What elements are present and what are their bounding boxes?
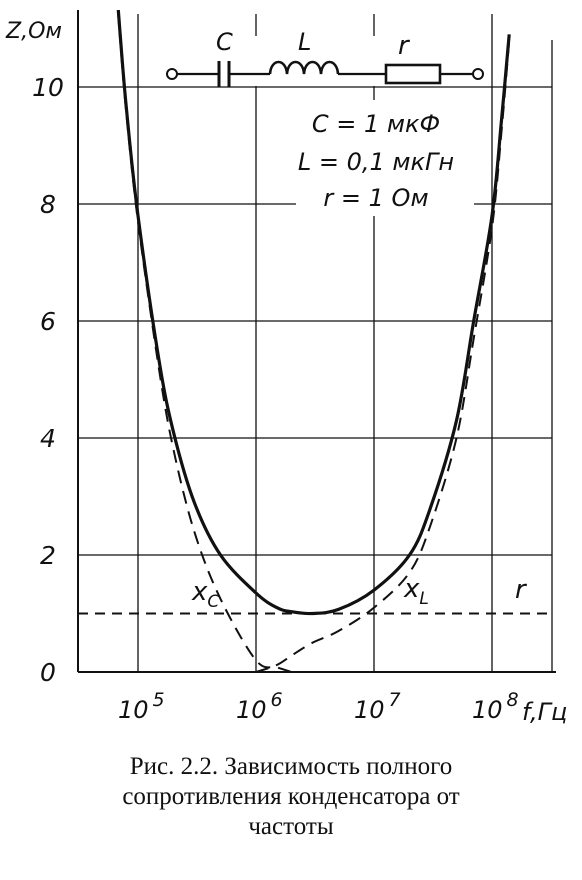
y-tick-label: 6	[40, 307, 56, 336]
x-axis-label: f,Гц	[522, 698, 567, 726]
curve-xl	[255, 40, 511, 672]
parameter-annotation: r = 1 Ом	[323, 184, 428, 212]
annotation-background	[296, 100, 474, 216]
curve-xc	[116, 10, 292, 672]
axes	[77, 10, 556, 673]
y-tick-label: 2	[40, 541, 56, 570]
xl-label: xL	[403, 574, 429, 609]
parameter-annotation: C = 1 мкФ	[312, 110, 440, 138]
terminal-left	[166, 68, 178, 80]
inductor-label: L	[298, 28, 311, 56]
curves	[78, 10, 552, 672]
x-tick-label: 10 7	[354, 689, 401, 724]
curve-z	[116, 10, 511, 616]
y-tick-label: 8	[40, 190, 56, 219]
grid	[78, 14, 552, 672]
x-tick-label: 10 5	[118, 689, 165, 724]
r-curve-label: r	[515, 575, 528, 605]
x-tick-label: 10 8	[472, 689, 519, 724]
caption-line: сопротивления конденсатора от	[122, 783, 460, 810]
resistor	[384, 63, 442, 85]
caption-line: частоты	[248, 813, 334, 840]
terminal-right	[472, 68, 484, 80]
figure-caption: Рис. 2.2. Зависимость полного сопротивле…	[0, 752, 582, 842]
parameter-annotation: L = 0,1 мкГн	[298, 148, 454, 176]
y-axis-label: Z,Ом	[5, 19, 62, 44]
resistor-label: r	[398, 31, 411, 61]
x-tick-label: 10 6	[236, 689, 283, 724]
caption-line: Рис. 2.2. Зависимость полного	[129, 753, 453, 780]
inductor-coil	[268, 60, 340, 75]
y-tick-label: 10	[32, 73, 64, 102]
circuit-diagram	[150, 36, 490, 216]
xc-label: xC	[191, 577, 219, 612]
y-tick-label: 4	[40, 424, 56, 453]
capacitor-label: C	[216, 28, 233, 56]
y-tick-label: 0	[40, 658, 56, 687]
